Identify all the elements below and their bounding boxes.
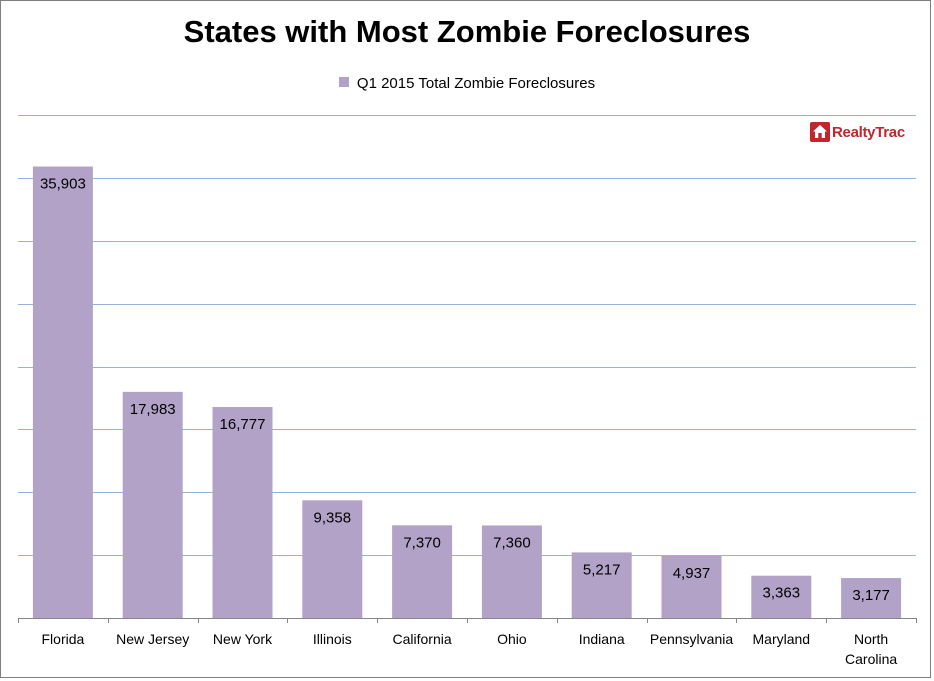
chart-title: States with Most Zombie Foreclosures [183,14,751,49]
data-label: 7,360 [493,534,531,551]
data-label: 17,983 [130,401,176,418]
data-label: 9,358 [314,509,352,526]
x-tick-label: North [854,631,888,647]
bar [392,525,453,618]
bar [841,578,902,618]
bar [32,166,93,618]
house-icon [810,122,830,142]
bar [302,500,363,618]
legend-label: Q1 2015 Total Zombie Foreclosures [356,75,596,92]
legend-swatch [338,77,349,87]
x-tick-label: Maryland [753,631,811,647]
realtytrac-logo: RealtyTrac [810,121,905,143]
bar [481,525,542,618]
x-tick-label: Illinois [313,631,352,647]
bar [571,552,632,618]
data-label: 4,937 [673,565,711,582]
data-label: 16,777 [220,416,266,433]
x-tick-label: Indiana [579,631,625,647]
data-label: 35,903 [40,176,86,193]
bar [122,391,183,618]
data-label: 7,370 [403,534,441,551]
bar [751,575,812,618]
x-tick-label: Carolina [845,651,897,667]
x-tick-label: New Jersey [116,631,189,647]
data-label: 5,217 [583,561,621,578]
data-label: 3,363 [763,585,801,602]
bar [212,407,273,618]
x-tick-label: California [393,631,452,647]
chart-legend: Q1 2015 Total Zombie Foreclosures [0,75,934,92]
x-tick-label: Ohio [497,631,527,647]
x-tick-label: New York [213,631,273,647]
data-label: 3,177 [852,587,890,604]
x-tick-label: Pennsylvania [650,631,733,647]
logo-text: RealtyTrac [832,123,905,141]
bar [661,555,722,618]
x-tick-label: Florida [42,631,85,647]
